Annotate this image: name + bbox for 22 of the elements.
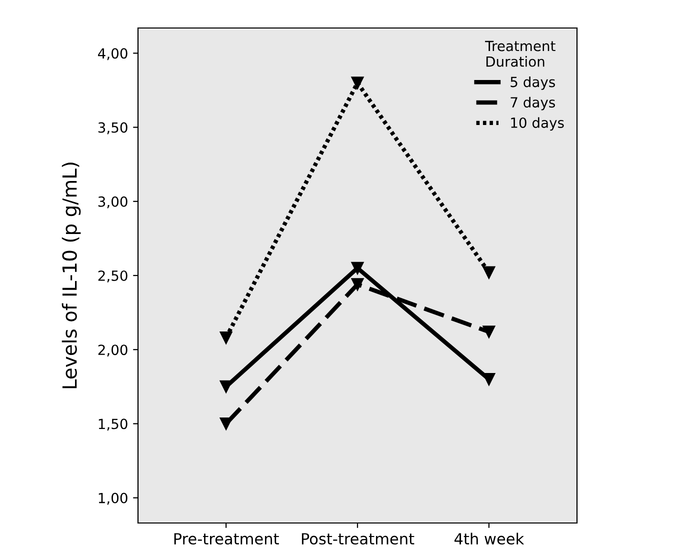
x-tick-label: 4th week <box>454 532 524 545</box>
point <box>220 417 232 430</box>
point <box>482 326 496 338</box>
point <box>351 278 364 291</box>
legend-label: 5 days <box>510 76 555 90</box>
y-tick-label: 2,50 <box>98 270 128 282</box>
y-tick-label: 4,00 <box>98 48 128 60</box>
point <box>220 331 232 344</box>
point <box>351 262 364 274</box>
point <box>351 76 364 90</box>
y-tick-label: 2,00 <box>98 344 128 356</box>
legend-title: Treatment Duration <box>485 40 556 67</box>
y-tick-label: 1,50 <box>98 418 128 431</box>
x-tick-label: Pre-treatment <box>174 533 279 545</box>
legend-label: 10 days <box>511 117 564 131</box>
y-tick-label: 1,00 <box>98 492 128 505</box>
y-axis-title: Levels of IL-10 (p g/mL) <box>62 162 81 388</box>
y-tick-label: 3,50 <box>98 122 128 134</box>
legend-label: 7 days <box>510 96 555 110</box>
y-tick-label: 3,00 <box>98 196 128 208</box>
point <box>482 266 496 279</box>
x-tick-label: Post-treatment <box>302 533 414 545</box>
